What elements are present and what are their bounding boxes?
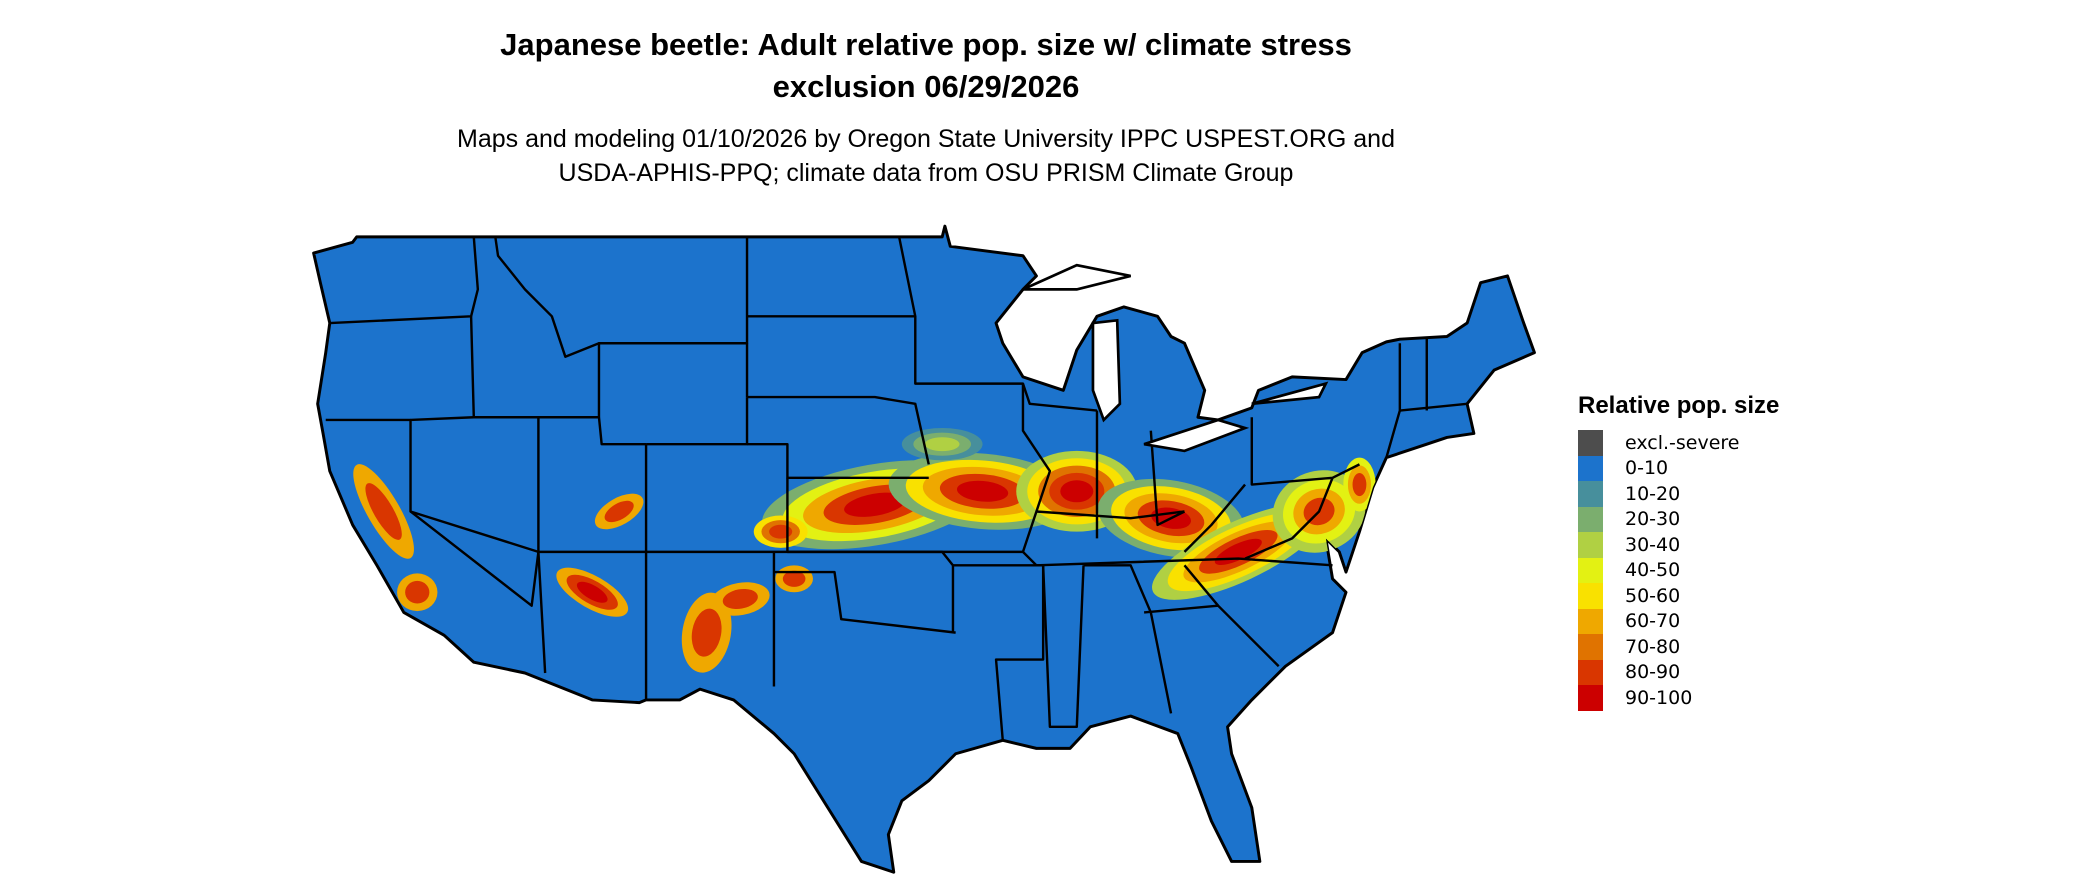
legend-item: 60-70 bbox=[1578, 608, 1779, 634]
hotspot-area bbox=[1060, 480, 1094, 503]
state-boundary bbox=[1083, 564, 1173, 714]
state-boundary bbox=[747, 395, 930, 465]
hotspot-area bbox=[956, 480, 1009, 502]
legend-swatch bbox=[1578, 532, 1603, 558]
state-boundary bbox=[646, 550, 955, 633]
legend-swatch bbox=[1578, 455, 1603, 481]
state-boundary bbox=[1041, 565, 1085, 729]
state-boundary bbox=[409, 510, 540, 607]
subtitle-line-2: USDA-APHIS-PPQ; climate data from OSU PR… bbox=[558, 159, 1294, 187]
state-boundary bbox=[1183, 483, 1246, 553]
legend-label: excl.-severe bbox=[1625, 431, 1740, 454]
hotspot-area bbox=[604, 500, 634, 523]
hotspot-area bbox=[769, 524, 793, 539]
legend-swatch bbox=[1578, 506, 1603, 532]
legend-item: 40-50 bbox=[1578, 557, 1779, 583]
legend-swatch bbox=[1578, 634, 1603, 660]
legend-label: 80-90 bbox=[1625, 661, 1681, 684]
state-boundary bbox=[494, 236, 600, 358]
state-boundary bbox=[1143, 604, 1280, 668]
legend-label: 30-40 bbox=[1625, 533, 1681, 556]
state-boundary bbox=[597, 236, 749, 418]
map-title: Japanese beetle: Adult relative pop. siz… bbox=[0, 24, 1852, 108]
legend-item: 80-90 bbox=[1578, 659, 1779, 685]
subtitle-line-1: Maps and modeling 01/10/2026 by Oregon S… bbox=[457, 125, 1395, 153]
legend-label: 0-10 bbox=[1625, 457, 1669, 480]
legend-swatch bbox=[1578, 685, 1603, 711]
state-boundary bbox=[952, 564, 1045, 741]
legend-swatch bbox=[1578, 481, 1603, 507]
legend-item: 10-20 bbox=[1578, 481, 1779, 507]
hotspot-area bbox=[722, 588, 758, 610]
state-boundary bbox=[1183, 564, 1220, 607]
legend-item: 90-100 bbox=[1578, 685, 1779, 711]
legend-swatch bbox=[1578, 430, 1603, 456]
hotspot-area bbox=[365, 483, 402, 540]
legend-item: excl.-severe bbox=[1578, 430, 1779, 456]
legend-label: 60-70 bbox=[1625, 610, 1681, 633]
legend-label: 50-60 bbox=[1625, 584, 1681, 607]
legend-item: 50-60 bbox=[1578, 583, 1779, 609]
state-boundary bbox=[1399, 402, 1468, 412]
state-boundary bbox=[1021, 383, 1052, 553]
great-lakes bbox=[1022, 263, 1329, 453]
hotspot-area bbox=[782, 570, 806, 587]
title-line-2: exclusion 06/29/2026 bbox=[772, 69, 1080, 104]
legend-title: Relative pop. size bbox=[1578, 392, 1780, 419]
legend-swatch bbox=[1578, 583, 1603, 609]
legend-item: 0-10 bbox=[1578, 455, 1779, 481]
state-boundary bbox=[1250, 417, 1361, 486]
legend: Relative pop. size excl.-severe 0-10 10-20… bbox=[1578, 392, 1779, 711]
legend-swatch bbox=[1578, 659, 1603, 685]
hotspot-area bbox=[576, 581, 608, 603]
state-boundaries bbox=[325, 236, 1468, 741]
legend-label: 40-50 bbox=[1625, 559, 1681, 582]
legend-label: 20-30 bbox=[1625, 508, 1681, 531]
legend-item: 20-30 bbox=[1578, 506, 1779, 532]
state-boundary bbox=[329, 236, 480, 325]
hotspot-area bbox=[924, 437, 960, 452]
state-boundary bbox=[1149, 430, 1186, 527]
legend-swatch bbox=[1578, 557, 1603, 583]
legend-swatch bbox=[1578, 608, 1603, 634]
state-boundary bbox=[773, 570, 956, 634]
legend-item: 30-40 bbox=[1578, 532, 1779, 558]
us-outline bbox=[312, 224, 1536, 874]
hotspot-area bbox=[691, 608, 722, 657]
hotspot-area bbox=[405, 580, 430, 604]
legend-item: 70-80 bbox=[1578, 634, 1779, 660]
map-subtitle: Maps and modeling 01/10/2026 by Oregon S… bbox=[0, 122, 1852, 190]
state-boundary bbox=[1036, 510, 1185, 520]
legend-label: 70-80 bbox=[1625, 635, 1681, 658]
legend-label: 90-100 bbox=[1625, 686, 1693, 709]
state-boundary bbox=[747, 442, 929, 480]
title-line-1: Japanese beetle: Adult relative pop. siz… bbox=[500, 27, 1352, 62]
state-boundary bbox=[1244, 477, 1334, 560]
state-boundary bbox=[537, 417, 547, 674]
legend-label: 10-20 bbox=[1625, 482, 1681, 505]
hotspot-area bbox=[1352, 473, 1367, 497]
hotspot-area bbox=[844, 492, 906, 517]
